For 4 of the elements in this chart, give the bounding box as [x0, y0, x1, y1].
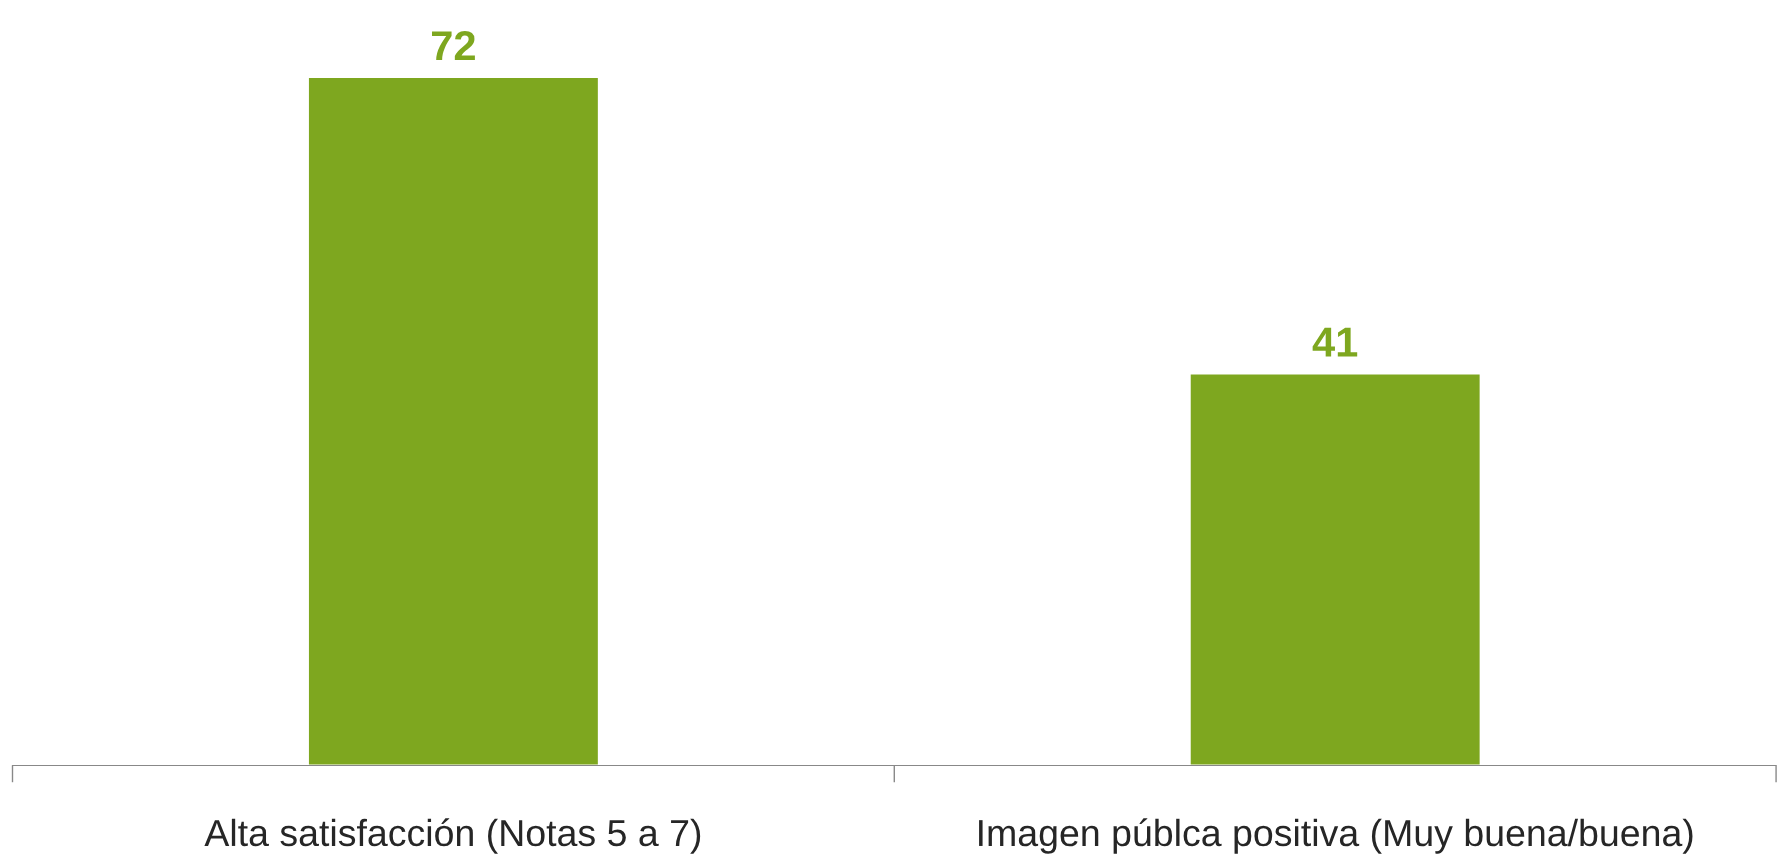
- data-label: 72: [432, 30, 475, 61]
- x-tick-label: Imagen públca positiva (Muy buena/buena): [979, 818, 1693, 854]
- data-label: 41: [1312, 327, 1358, 357]
- x-tick-label: Alta satisfacción (Notas 5 a 7): [204, 818, 701, 854]
